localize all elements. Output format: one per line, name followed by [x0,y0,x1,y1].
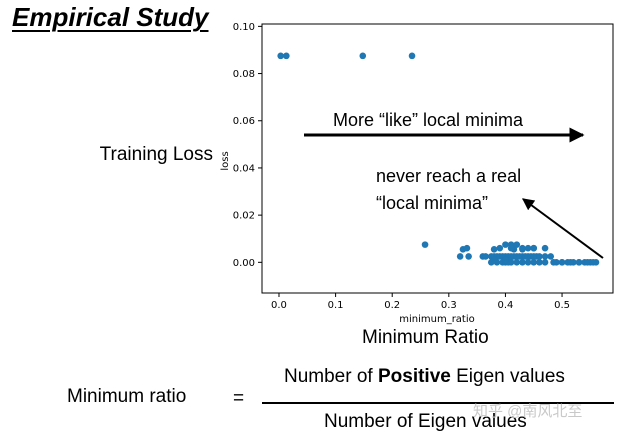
x-tick-label: 0.1 [328,300,344,311]
data-point [513,241,521,248]
never-reach-label-line1: never reach a real [376,166,521,186]
data-point [575,259,583,266]
fraction-bar [262,402,614,404]
data-point [490,256,498,264]
formula-left-side: Minimum ratio [67,386,187,407]
watermark: 知乎 @南风北至 [473,403,583,420]
y-tick-label: 0.04 [233,163,255,174]
data-point [589,259,597,266]
data-point [530,259,538,266]
x-tick-label: 0.5 [554,300,570,311]
data-point [547,253,555,260]
data-point [456,253,464,260]
data-point [541,253,549,260]
never-reach-arrow [522,198,604,259]
y-axis-ticks: 0.00 0.02 0.04 0.06 0.08 0.10 [233,22,262,269]
data-point [536,259,543,266]
y-tick-label: 0.08 [233,69,255,80]
x-tick-label: 0.4 [497,300,513,311]
numerator-bold: Positive [377,366,451,387]
plot-frame [261,23,614,294]
y-tick-label: 0.00 [233,258,255,269]
data-point [519,259,526,266]
data-point [463,244,471,252]
data-points [277,52,600,266]
formula-denominator: Number of Eigen values [324,411,527,432]
formula-numerator: Number of Positive Eigen values [284,366,565,388]
data-point [507,244,515,252]
data-point [507,259,515,266]
data-point [541,259,549,266]
data-point [496,244,504,252]
y-axis-title: loss [220,151,231,170]
data-point [490,246,498,253]
data-point [465,253,472,260]
data-point [408,52,416,60]
data-point [421,241,429,248]
training-loss-label: Training Loss [99,144,213,165]
x-tick-label: 0.2 [384,300,400,311]
more-like-arrow-label: More “like” local minima [333,110,524,130]
data-point [519,246,526,253]
formula-equals: = [233,388,245,409]
x-tick-label: 0.3 [441,300,457,311]
data-point [558,259,566,266]
y-tick-label: 0.10 [233,22,255,33]
slide-heading: Empirical Study [12,2,209,32]
y-tick-label: 0.02 [233,211,255,222]
data-point [502,256,509,264]
data-point [530,244,538,252]
x-axis-title: minimum_ratio [399,314,475,325]
data-point [524,259,532,266]
data-point [359,52,367,60]
data-point [482,253,489,260]
data-point [541,244,549,252]
numerator-pre: Number of [284,366,378,387]
data-point [513,259,521,266]
minimum-ratio-label: Minimum Ratio [362,327,489,348]
data-point [536,253,543,260]
x-tick-label: 0.0 [271,300,287,311]
data-point [524,244,532,252]
data-point [550,259,557,266]
data-point [277,52,284,60]
x-axis-ticks: 0.0 0.1 0.2 0.3 0.4 0.5 [271,293,570,311]
y-tick-label: 0.06 [233,116,255,127]
data-point [584,259,591,266]
data-point [502,241,509,248]
data-point [283,52,290,60]
never-reach-label-line2: “local minima” [376,193,488,213]
numerator-post: Eigen values [450,366,565,387]
data-point [567,259,574,266]
